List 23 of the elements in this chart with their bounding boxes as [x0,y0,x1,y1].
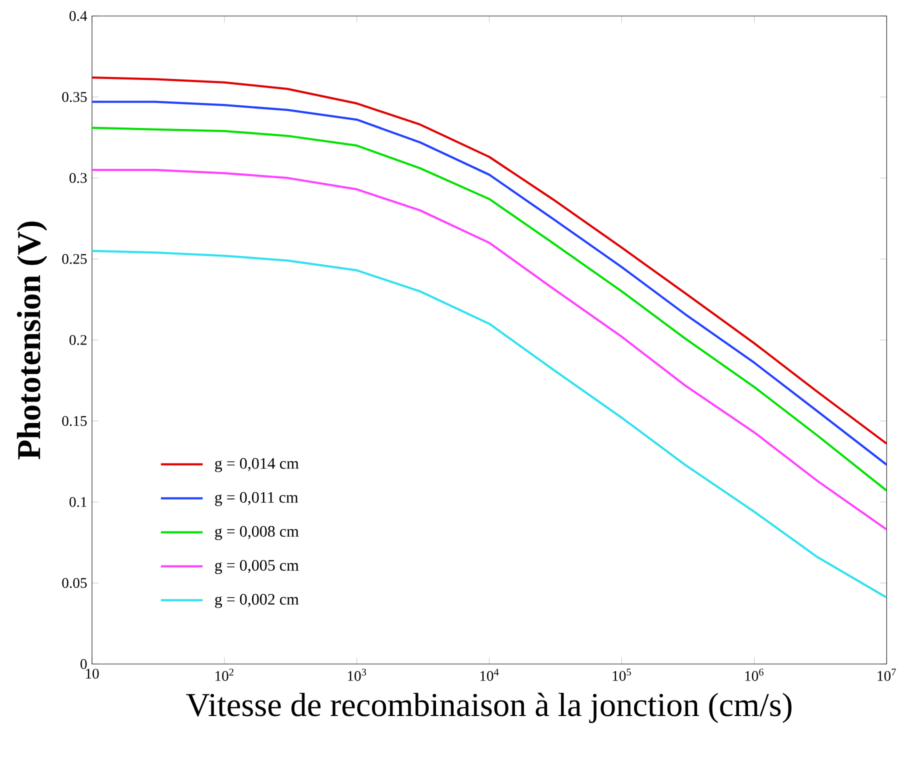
x-tick-label: 10$^{3}$ [348,668,366,681]
legend-label: g = 0,008 cm [215,526,299,540]
legend-label: g = 0,002 cm [215,594,299,608]
x-tick-label: 10$^{4}$ [480,668,499,681]
legend-label: g = 0,014 cm [215,458,299,472]
y-tick-label: 0.1 [70,497,86,507]
y-axis-title: Phototension (V) [16,222,48,460]
x-tick-label: 10$^{7}$ [878,668,896,681]
y-tick-label: 0.15 [62,416,87,426]
y-tick-label: 0.4 [70,11,88,21]
legend-label: g = 0,005 cm [215,560,299,574]
y-tick-label: 0.05 [62,578,87,588]
y-tick-label: 0.3 [70,173,87,183]
y-tick-label: 0.25 [62,254,87,264]
legend-label: g = 0,011 cm [215,492,298,506]
x-tick-label: 10$^{2}$ [216,668,234,681]
x-axis-title: Vitesse de recombinaison à la jonction (cm/s) [186,692,792,724]
y-tick-label: 0 [80,659,87,669]
y-tick-label: 0.2 [70,335,86,345]
y-tick-label: 0.35 [62,92,87,102]
x-tick-label: 10$^{6}$ [745,668,764,681]
x-tick-label: 10$^{5}$ [612,668,631,681]
x-tick-label: 10 [86,668,99,679]
